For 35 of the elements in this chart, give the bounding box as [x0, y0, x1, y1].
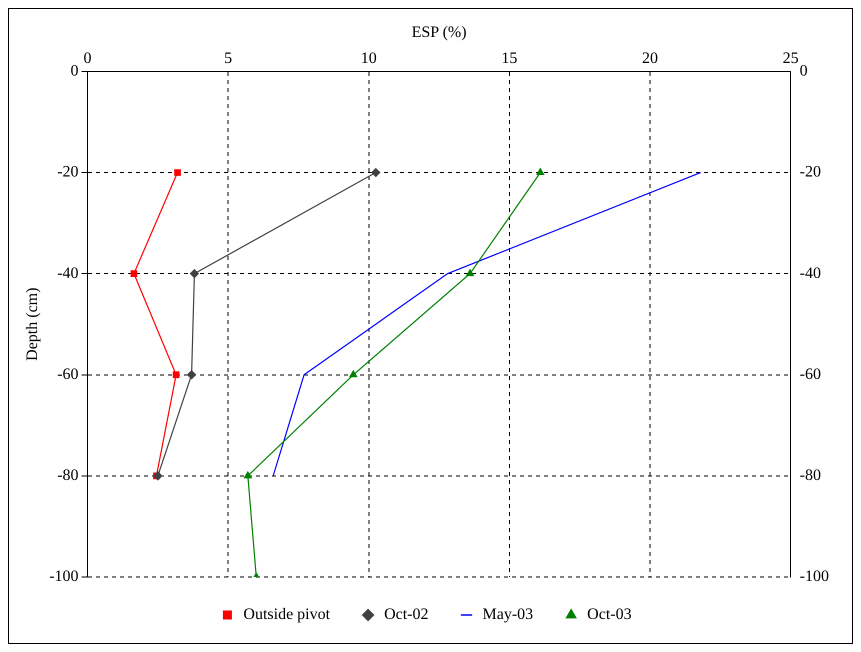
legend-label: Outside pivot [243, 606, 331, 624]
y2-tick-label: 0 [800, 62, 808, 80]
y-axis-title: Depth (cm) [24, 288, 41, 361]
x-tick-label: 20 [642, 50, 658, 68]
point [190, 269, 199, 278]
point [130, 270, 138, 277]
legend-label: Oct-03 [587, 606, 632, 624]
y2-tick-label: -100 [800, 568, 829, 586]
y2-tick-label: -80 [800, 467, 821, 484]
point [174, 169, 181, 176]
y-tick-label: 0 [70, 62, 79, 80]
point [371, 168, 380, 178]
point [153, 471, 162, 480]
x-axis-title: ESP (%) [412, 24, 467, 41]
point [187, 370, 196, 380]
y2-tick-label: -60 [800, 366, 821, 383]
point [244, 471, 252, 478]
x-tick-label: 25 [782, 50, 799, 68]
y-tick-label: -80 [57, 467, 79, 484]
y2-tick-label: -20 [800, 164, 821, 181]
point [466, 269, 474, 276]
legend-label: May-03 [482, 606, 534, 624]
y-tick-label: -100 [49, 568, 79, 586]
y-tick-label: -60 [57, 366, 79, 383]
point [349, 370, 358, 378]
y2-tick-label: -40 [800, 264, 821, 282]
point [536, 168, 544, 176]
legend-label: Oct-02 [384, 606, 429, 624]
x-tick-label: 5 [224, 50, 232, 68]
y-tick-label: -40 [57, 264, 79, 282]
point [172, 371, 180, 378]
x-tick-label: 0 [84, 50, 92, 68]
x-tick-label: 15 [501, 50, 518, 68]
y-tick-label: -20 [57, 164, 79, 181]
x-tick-label: 10 [360, 50, 377, 68]
